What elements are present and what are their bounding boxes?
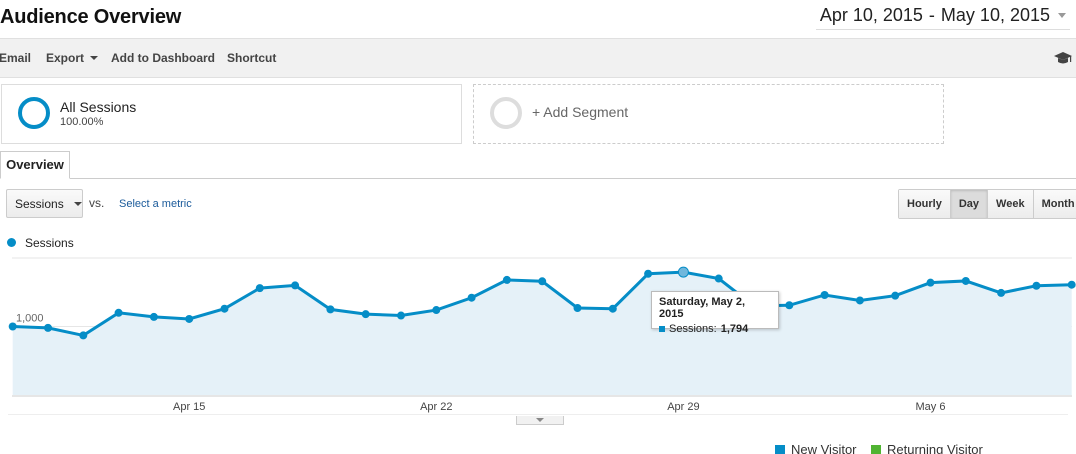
data-point xyxy=(220,304,229,313)
data-point xyxy=(677,266,689,278)
data-point xyxy=(926,278,935,287)
vs-label: vs. xyxy=(89,196,105,210)
sessions-area xyxy=(12,272,1072,395)
data-point xyxy=(573,304,582,313)
x-tick-label: Apr 15 xyxy=(173,401,205,413)
segment-all-sessions[interactable]: All Sessions 100.00% xyxy=(1,84,462,144)
caret-down-icon xyxy=(90,56,99,60)
data-point xyxy=(8,322,17,331)
data-point xyxy=(820,290,829,299)
y-tick-label: 2,000 xyxy=(16,255,44,256)
shortcut-label: Shortcut xyxy=(227,51,277,65)
date-end: May 10, 2015 xyxy=(940,5,1050,25)
data-point xyxy=(961,276,970,285)
tooltip-value: 1,794 xyxy=(720,323,749,335)
week-button[interactable]: Week xyxy=(988,190,1034,218)
data-point xyxy=(397,311,405,320)
sessions-legend-label: Sessions xyxy=(25,236,74,250)
empty-segment-ring-icon xyxy=(490,97,522,129)
add-segment-label: + Add Segment xyxy=(532,104,629,120)
data-point xyxy=(326,305,335,314)
new-visitor-swatch xyxy=(775,444,785,454)
data-point xyxy=(149,312,158,321)
date-start: Apr 10, 2015 xyxy=(819,5,923,25)
shortcut-button[interactable]: Shortcut xyxy=(227,51,276,65)
title-bar: Audience Overview Apr 10, 2015 - May 10,… xyxy=(0,0,1076,38)
add-to-dashboard-button[interactable]: Add to Dashboard xyxy=(111,51,215,65)
data-point xyxy=(291,281,300,290)
data-point xyxy=(644,269,653,278)
data-point xyxy=(1032,281,1041,290)
chevron-down-icon xyxy=(536,418,544,422)
metric-select[interactable]: Sessions xyxy=(6,189,83,218)
sessions-chart[interactable]: 2,000 1,000 Apr 15 Apr 22 Apr 29 May 6 xyxy=(0,255,1076,415)
data-point xyxy=(1067,280,1076,289)
data-point xyxy=(467,293,476,302)
legend-new-visitor: New Visitor xyxy=(775,442,857,454)
segment-name: All Sessions xyxy=(60,99,137,115)
data-point xyxy=(538,277,547,286)
data-point xyxy=(44,323,52,332)
page-title: Audience Overview xyxy=(0,6,182,28)
report-toolbar: Email Export Add to Dashboard Shortcut xyxy=(0,38,1076,78)
day-button[interactable]: Day xyxy=(950,190,989,218)
tabs-divider xyxy=(0,178,1076,179)
hourly-button[interactable]: Hourly xyxy=(899,190,951,218)
email-label: Email xyxy=(0,51,32,65)
add-segment-card[interactable]: + Add Segment xyxy=(473,84,944,144)
returning-visitor-label: Returning Visitor xyxy=(887,442,983,454)
data-point xyxy=(502,275,511,284)
graduation-cap-icon[interactable] xyxy=(1054,50,1072,66)
data-point xyxy=(185,314,194,323)
export-label: Export xyxy=(46,51,85,65)
metric-select-value: Sessions xyxy=(15,196,64,211)
returning-visitor-swatch xyxy=(871,444,881,454)
new-visitor-label: New Visitor xyxy=(791,442,857,454)
segment-percentage: 100.00% xyxy=(60,116,104,128)
x-tick-label: May 6 xyxy=(916,401,946,413)
chevron-down-icon xyxy=(73,201,82,206)
date-separator: - xyxy=(928,5,935,25)
data-point xyxy=(432,306,441,315)
granularity-toggle: Hourly Day Week Month xyxy=(898,189,1076,219)
chart-expand-handle[interactable] xyxy=(516,416,564,425)
x-tick-label: Apr 22 xyxy=(420,401,452,413)
x-tick-label: Apr 29 xyxy=(667,401,699,413)
segment-ring-icon xyxy=(18,97,50,129)
tooltip-title: Saturday, May 2, 2015 xyxy=(659,296,745,320)
chevron-down-icon xyxy=(1058,13,1066,18)
legend-returning-visitor: Returning Visitor xyxy=(871,442,983,454)
add-to-dashboard-label: Add to Dashboard xyxy=(111,51,215,65)
tooltip-series-label: Sessions: xyxy=(669,323,717,335)
data-point xyxy=(785,301,794,310)
data-point xyxy=(79,331,88,340)
chart-tooltip: Saturday, May 2, 2015 Sessions: 1,794 xyxy=(651,291,779,335)
data-point xyxy=(855,296,864,305)
date-range-picker[interactable]: Apr 10, 2015 - May 10, 2015 xyxy=(815,2,1070,30)
data-point xyxy=(714,274,723,283)
tooltip-row: Sessions: 1,794 xyxy=(659,323,771,335)
email-button[interactable]: Email xyxy=(0,51,31,65)
data-point xyxy=(361,310,370,319)
month-button[interactable]: Month xyxy=(1033,190,1076,218)
y-tick-label: 1,000 xyxy=(16,313,44,325)
data-point xyxy=(891,291,900,300)
select-metric-link[interactable]: Select a metric xyxy=(119,198,192,210)
data-point xyxy=(114,308,123,317)
tab-overview[interactable]: Overview xyxy=(0,151,70,179)
data-point xyxy=(608,304,617,313)
data-point xyxy=(255,284,264,293)
data-point xyxy=(997,288,1006,297)
tooltip-swatch xyxy=(659,326,665,332)
export-button[interactable]: Export xyxy=(46,51,99,65)
sessions-legend-dot xyxy=(7,238,16,247)
